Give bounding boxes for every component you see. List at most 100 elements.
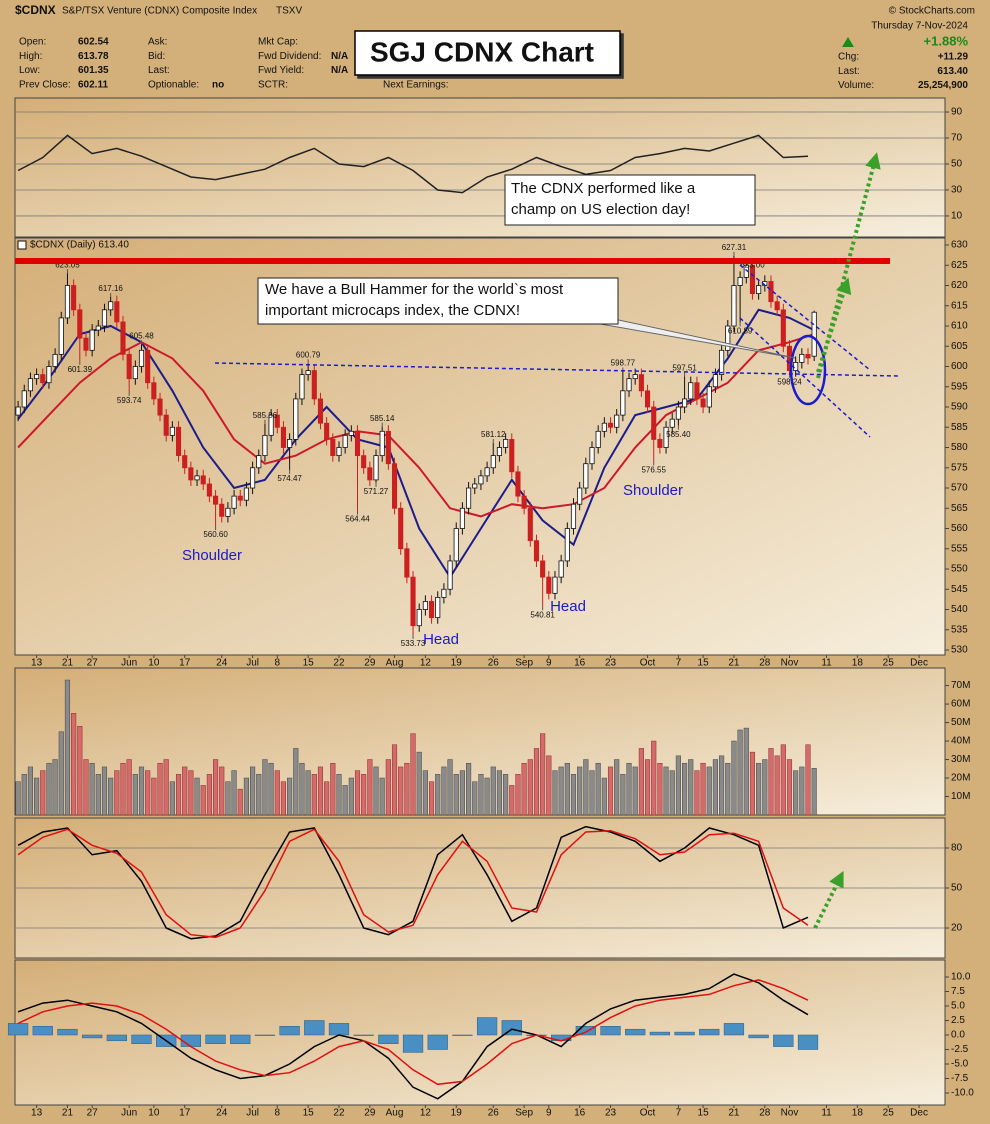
x-tick-label: Jul	[246, 658, 259, 669]
x-tick-label: 18	[852, 658, 864, 669]
candle-body	[712, 374, 718, 388]
candle-body	[546, 576, 552, 594]
candle-body	[793, 362, 799, 371]
candle-body	[151, 382, 157, 400]
volume-bar	[262, 759, 268, 816]
volume-bar	[15, 781, 21, 816]
volume-bar	[706, 766, 712, 816]
candle-body	[577, 487, 583, 505]
candle-body	[601, 422, 607, 432]
price-label: 576.55	[641, 466, 666, 475]
candle-body	[632, 374, 638, 380]
volume-bar	[163, 759, 169, 816]
price-label: 598.24	[777, 378, 802, 387]
volume-bar	[521, 762, 527, 816]
candle-body	[700, 398, 706, 408]
volume-bar	[342, 785, 348, 816]
neckline	[214, 362, 899, 377]
volume-bar	[243, 777, 249, 816]
x-tick-label: 21	[62, 658, 74, 669]
price-label: 585.86	[253, 411, 278, 420]
candle-body	[768, 281, 774, 303]
volume-bar	[786, 759, 793, 816]
volume-bar	[305, 770, 311, 816]
x-tick-label: 19	[451, 1108, 463, 1119]
volume-bar	[496, 770, 503, 816]
indicator-line	[17, 134, 809, 194]
volume-bar	[219, 766, 225, 816]
candle-body	[231, 495, 237, 509]
candle-body	[447, 560, 453, 590]
volume-bar	[114, 770, 120, 816]
candle-body	[64, 285, 71, 319]
x-tick-label: 8	[274, 1108, 280, 1119]
y-tick-label: 585	[951, 422, 968, 433]
candle-body	[34, 374, 40, 380]
price-label: 585.40	[666, 430, 691, 439]
candle-body	[552, 576, 558, 594]
candle-body	[521, 495, 527, 509]
y-tick-label: 40M	[951, 736, 970, 747]
volume-bar	[58, 731, 64, 816]
volume-bar	[379, 777, 385, 816]
volume-bar	[169, 781, 175, 816]
candle-body	[614, 414, 620, 428]
y-tick-label: -10.0	[951, 1088, 974, 1099]
y-tick-label: 550	[951, 564, 968, 575]
volume-bar	[632, 766, 638, 816]
volume-bar	[688, 759, 694, 816]
price-label: 627.31	[722, 243, 747, 252]
volume-bar	[274, 770, 280, 816]
field-value: 613.78	[78, 51, 109, 62]
volume-bar	[361, 774, 367, 816]
candle-body	[472, 483, 478, 489]
x-tick-label: Sep	[515, 1108, 533, 1119]
candle-body	[620, 390, 626, 416]
y-tick-label: 10	[951, 211, 963, 222]
note-text: important microcaps index, the CDNX!	[265, 302, 520, 319]
price-label: 560.60	[203, 530, 228, 539]
candle-body	[225, 507, 231, 517]
candle-body	[206, 483, 212, 497]
volume-bar	[404, 762, 410, 816]
volume-bar	[132, 774, 138, 816]
candle-body	[737, 277, 743, 286]
x-tick-label: 17	[179, 658, 191, 669]
candle-body	[40, 374, 46, 384]
histogram-bar	[82, 1034, 103, 1039]
volume-bar	[373, 766, 379, 816]
candle-body	[435, 596, 441, 619]
candle-body	[280, 426, 287, 448]
candle-body	[756, 285, 762, 295]
volume-bar	[546, 755, 552, 816]
y-tick-label: 5.0	[951, 1001, 965, 1012]
price-label: 597.51	[672, 364, 697, 373]
candle-body	[95, 325, 101, 331]
field-label: Last:	[148, 65, 170, 76]
volume-bar	[336, 774, 342, 816]
x-tick-label: 26	[488, 658, 500, 669]
candle-body	[607, 422, 614, 428]
y-tick-label: 60M	[951, 699, 970, 710]
candle-body	[108, 301, 114, 311]
pattern-label: Shoulder	[182, 547, 242, 564]
y-tick-label: 7.5	[951, 986, 965, 997]
volume-bar	[410, 733, 416, 816]
legend-icon	[17, 240, 27, 250]
volume-bar	[89, 762, 95, 816]
candle-body	[484, 467, 490, 477]
candle-body	[132, 366, 138, 380]
volume-bar	[151, 777, 157, 816]
histogram-bar	[205, 1034, 226, 1044]
field-label: Fwd Dividend:	[258, 51, 321, 62]
histogram-bar	[773, 1034, 794, 1047]
volume-bar	[206, 774, 212, 816]
candle-body	[422, 601, 428, 610]
candle-body	[719, 349, 725, 376]
y-tick-label: 630	[951, 240, 968, 251]
candle-body	[780, 309, 786, 347]
price-label: 533.73	[401, 639, 426, 648]
volume-bar	[577, 766, 583, 816]
field-label: Bid:	[148, 51, 165, 62]
price-label: 574.47	[277, 474, 302, 483]
